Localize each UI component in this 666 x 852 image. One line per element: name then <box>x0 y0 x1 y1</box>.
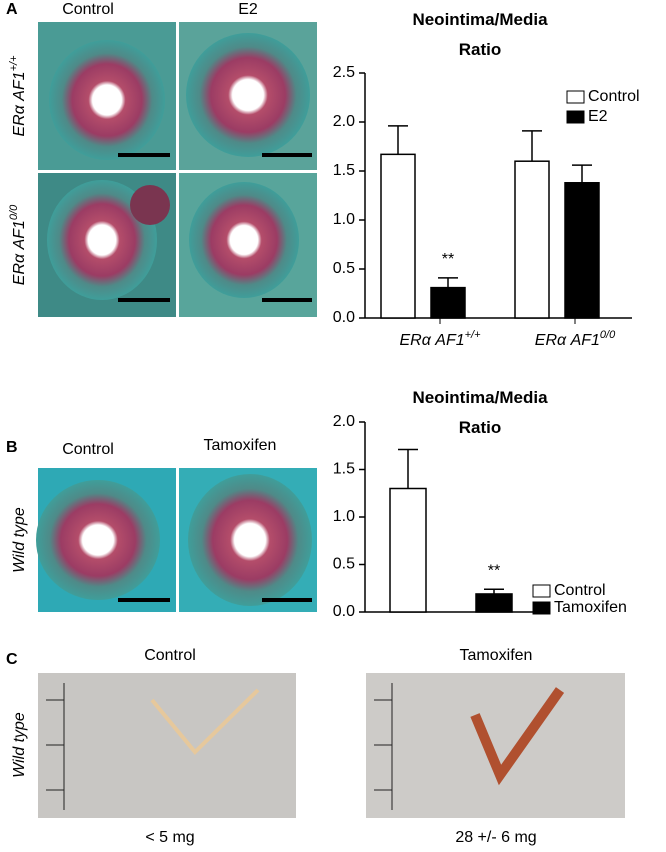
x-tick-label: ERα AF1+/+ <box>399 329 481 349</box>
caption: 28 +/- 6 mg <box>455 829 536 846</box>
legend-label: Control <box>588 88 640 105</box>
legend-label: Control <box>554 582 606 599</box>
bar <box>380 153 416 319</box>
category-sup: +/+ <box>465 329 481 341</box>
y-tick-label: 1.5 <box>333 461 355 478</box>
row-label: Wild type <box>11 712 28 778</box>
y-tick-label: 0.0 <box>333 309 355 326</box>
chart-title: Neointima/Media Ratio <box>412 10 548 59</box>
panel-letter: B <box>6 439 18 456</box>
y-tick-label: 0.5 <box>333 260 355 277</box>
annotation: ** <box>442 251 454 268</box>
bar <box>389 487 427 613</box>
micrographs <box>36 22 625 818</box>
legend-label: E2 <box>588 108 608 125</box>
column-label: Control <box>62 441 114 458</box>
legend-swatch <box>566 90 585 104</box>
y-tick-label: 1.0 <box>333 211 355 228</box>
chart-title: Neointima/Media Ratio <box>412 388 548 437</box>
bar <box>475 593 513 613</box>
row-label-sup: 0/0 <box>8 204 20 220</box>
bar <box>430 286 466 319</box>
category-sup: 0/0 <box>600 329 616 341</box>
row-label: ERα AF10/0 <box>8 204 28 285</box>
column-label: Control <box>62 1 114 18</box>
row-label: Wild type <box>11 507 28 573</box>
column-label: Tamoxifen <box>204 437 277 454</box>
category-text: ERα AF1 <box>535 332 600 349</box>
column-label: Control <box>144 647 196 664</box>
column-label: E2 <box>238 1 258 18</box>
bar <box>514 160 550 319</box>
row-label: ERα AF1+/+ <box>8 55 28 137</box>
category-text: ERα AF1 <box>399 332 464 349</box>
y-tick-label: 1.0 <box>333 508 355 525</box>
y-tick-label: 0.0 <box>333 603 355 620</box>
bar <box>564 182 600 319</box>
legend-label: Tamoxifen <box>554 599 627 616</box>
legend-swatch <box>532 601 551 615</box>
row-label-text: ERα AF1 <box>11 220 28 285</box>
panel-letter: C <box>6 651 18 668</box>
y-tick-label: 2.5 <box>333 64 355 81</box>
legend-swatch <box>566 110 585 124</box>
y-tick-label: 2.0 <box>333 413 355 430</box>
y-tick-label: 2.0 <box>333 113 355 130</box>
annotation: ** <box>488 562 500 579</box>
y-tick-label: 1.5 <box>333 162 355 179</box>
legend-swatch <box>532 584 551 598</box>
panel-letter: A <box>6 1 18 18</box>
y-tick-label: 0.5 <box>333 556 355 573</box>
x-tick-label: ERα AF10/0 <box>535 329 616 349</box>
row-label-text: ERα AF1 <box>11 71 28 136</box>
caption: < 5 mg <box>145 829 194 846</box>
column-label: Tamoxifen <box>460 647 533 664</box>
row-label-sup: +/+ <box>8 55 20 71</box>
